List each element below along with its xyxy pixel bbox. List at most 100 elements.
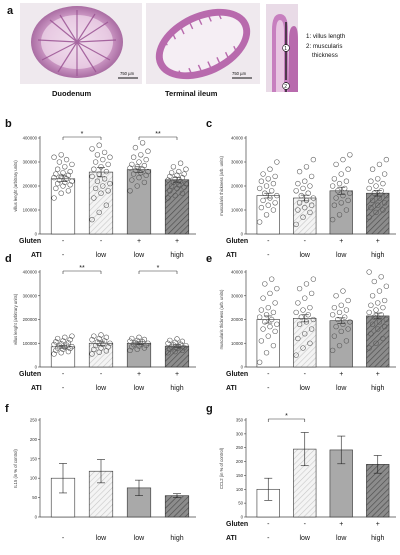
data-point <box>373 340 379 346</box>
data-point <box>141 336 148 343</box>
data-point <box>345 297 351 304</box>
gluten-label: Gluten <box>19 371 41 378</box>
data-point <box>174 336 180 342</box>
data-point <box>371 190 377 196</box>
gluten-value: + <box>175 238 179 245</box>
data-point <box>96 171 102 177</box>
data-point <box>368 302 374 308</box>
data-point <box>65 340 72 346</box>
data-point <box>62 164 68 170</box>
data-point <box>305 312 311 318</box>
data-point <box>258 338 265 344</box>
ati-value: high <box>170 385 183 392</box>
data-point <box>177 160 184 166</box>
data-point <box>308 202 315 208</box>
data-point <box>103 334 110 340</box>
data-point <box>293 309 299 316</box>
data-point <box>380 207 386 213</box>
gluten-value: + <box>339 238 343 245</box>
data-point <box>134 164 140 170</box>
gluten-value: - <box>100 238 103 245</box>
y-tick-label: 0 <box>35 515 38 520</box>
duodenum-scale-bar: 750 µm <box>120 71 135 76</box>
data-point <box>375 176 381 182</box>
gluten-value: + <box>376 371 380 378</box>
y-tick-label: 300 <box>236 431 244 436</box>
data-point <box>60 183 66 189</box>
y-tick-label: 0 <box>35 232 38 237</box>
data-point <box>272 328 278 335</box>
data-point <box>132 144 139 151</box>
panel-e-label: e <box>206 253 212 265</box>
data-point <box>89 351 95 357</box>
data-point <box>179 190 186 196</box>
data-point <box>376 288 383 294</box>
data-point <box>130 154 137 160</box>
data-point <box>368 331 374 337</box>
ati-value: - <box>267 535 270 542</box>
data-point <box>265 202 271 208</box>
data-point <box>54 180 61 187</box>
data-point <box>375 326 381 332</box>
data-point <box>51 195 57 201</box>
data-point <box>172 176 178 182</box>
data-point <box>338 200 344 206</box>
data-point <box>274 159 280 165</box>
y-tick-label: 150 <box>30 456 38 461</box>
data-point <box>179 174 186 181</box>
data-point <box>65 172 72 178</box>
data-point <box>308 290 315 297</box>
y-tick-label: 300000 <box>23 293 38 298</box>
data-point <box>167 337 173 344</box>
data-point <box>136 159 142 165</box>
legend-muscularis: 2: muscularis <box>306 43 342 50</box>
panel-g-label: g <box>206 403 213 415</box>
data-point <box>263 312 270 318</box>
data-point <box>168 170 175 176</box>
chart-muscularis-ileum: 0 10000 20000 30000 40000 muscularis thicknes… <box>219 269 396 370</box>
sig-label: * <box>285 413 288 420</box>
data-point <box>366 345 372 351</box>
data-point <box>376 195 383 201</box>
data-point <box>170 164 177 170</box>
ati-value: high <box>170 252 183 259</box>
data-point <box>165 195 171 201</box>
y-tick-label: 50 <box>32 495 37 500</box>
data-point <box>105 161 111 168</box>
data-point <box>263 212 270 218</box>
data-point <box>258 204 265 211</box>
y-tick-label: 100 <box>236 487 244 492</box>
data-point <box>310 276 317 282</box>
data-point <box>307 304 313 311</box>
data-point <box>303 319 310 325</box>
data-point <box>331 176 338 182</box>
bar <box>164 495 190 518</box>
data-point <box>53 171 59 177</box>
data-point <box>105 344 111 350</box>
data-point <box>269 276 275 282</box>
data-point <box>183 342 189 349</box>
panel-d-label: d <box>5 253 12 265</box>
data-point <box>256 359 263 365</box>
data-point <box>263 350 270 356</box>
y-axis-label: CCL2 (in % of control) <box>219 447 224 489</box>
data-point <box>335 188 341 194</box>
data-point <box>269 316 275 323</box>
rows-fg: Gluten ATI <box>226 521 248 542</box>
data-point <box>376 161 383 168</box>
rows-de: Gluten ATI Gluten ATI <box>19 371 248 392</box>
data-point <box>58 152 64 158</box>
data-point <box>89 216 95 223</box>
marker-2: 2 <box>284 84 287 90</box>
data-point <box>366 185 372 192</box>
data-point <box>101 338 108 344</box>
data-point <box>100 341 106 348</box>
data-point <box>265 304 271 311</box>
data-point <box>54 335 61 342</box>
data-point <box>107 340 113 346</box>
gluten-label: Gluten <box>226 238 248 245</box>
data-point <box>62 179 68 186</box>
y-tick-label: 250 <box>30 418 38 423</box>
data-point <box>296 168 303 175</box>
